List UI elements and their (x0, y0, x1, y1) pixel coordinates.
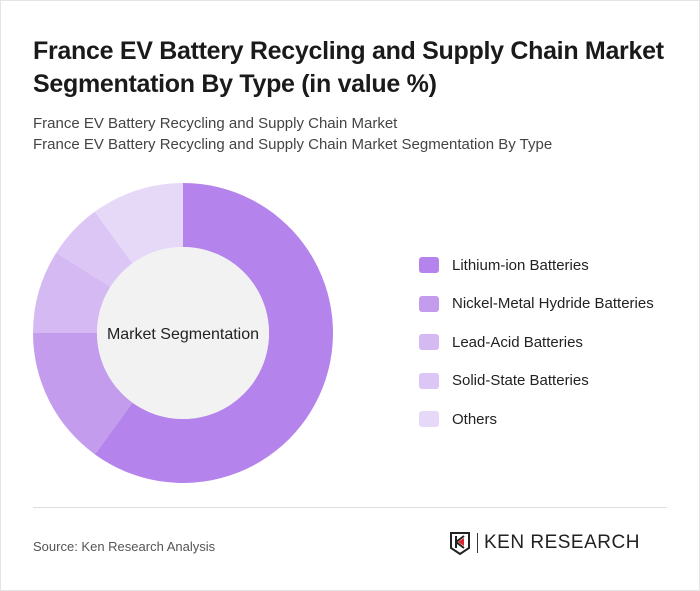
legend-swatch (419, 334, 439, 351)
chart-subtitle-2: France EV Battery Recycling and Supply C… (33, 136, 553, 153)
donut-slice-lithium-ion-batteries (94, 183, 333, 483)
legend-label: Lead-Acid Batteries (452, 333, 583, 351)
source-note: Source: Ken Research Analysis (33, 539, 216, 554)
legend-item: Lead-Acid Batteries (419, 323, 654, 362)
legend-item: Lithium-ion Batteries (419, 246, 654, 285)
legend-label: Nickel-Metal Hydride Batteries (452, 295, 654, 313)
logo-text: KEN RESEARCH (477, 533, 640, 553)
donut-slice-solid-state-batteries (56, 211, 133, 287)
legend: Lithium-ion Batteries Nickel-Metal Hydrid… (419, 246, 654, 439)
donut-slice-others (94, 183, 183, 264)
chart-title: France EV Battery Recycling and Supply C… (33, 37, 664, 98)
logo-icon (450, 532, 470, 555)
legend-label: Others (452, 410, 498, 428)
legend-swatch (419, 372, 439, 389)
legend-label: Lithium-ion Batteries (452, 256, 589, 274)
legend-item: Solid-State Batteries (419, 362, 654, 401)
legend-item: Nickel-Metal Hydride Batteries (419, 285, 654, 324)
donut-hole (97, 247, 269, 419)
donut-slice-lead-acid-batteries (33, 252, 111, 333)
donut-slice-nickel-metal-hydride-batteries (33, 333, 133, 455)
chart-subtitle: France EV Battery Recycling and Supply C… (33, 115, 398, 132)
legend-item: Others (419, 400, 654, 439)
legend-swatch (419, 295, 439, 312)
donut-chart: Market Segmentation (33, 183, 333, 483)
legend-swatch (419, 411, 439, 428)
divider (33, 507, 667, 508)
center-label: Market Segmentation (107, 326, 259, 343)
legend-label: Solid-State Batteries (452, 372, 589, 390)
legend-swatch (419, 257, 439, 274)
ken-research-logo: KEN RESEARCH (449, 531, 640, 555)
